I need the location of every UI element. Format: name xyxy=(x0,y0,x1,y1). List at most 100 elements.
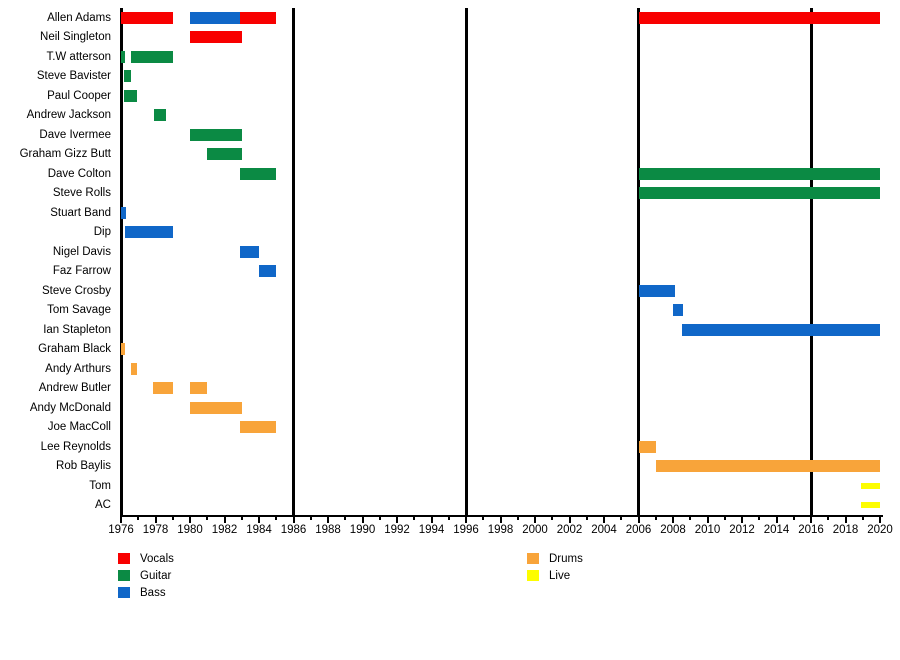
timeline-bar xyxy=(153,109,166,122)
x-minor-tick xyxy=(378,517,381,520)
legend-label-drums: Drums xyxy=(549,553,583,565)
x-tick-label: 1990 xyxy=(349,524,376,536)
x-tick-label: 1986 xyxy=(280,524,307,536)
x-major-tick xyxy=(879,517,881,523)
member-label: Andrew Jackson xyxy=(26,109,111,122)
timeline-bar xyxy=(240,11,277,24)
member-label: Nigel Davis xyxy=(52,245,111,258)
timeline-bar xyxy=(207,148,242,161)
x-tick-label: 2018 xyxy=(832,524,859,536)
x-tick-label: 2000 xyxy=(522,524,548,536)
member-label: AC xyxy=(95,499,111,512)
x-minor-tick xyxy=(551,517,554,520)
x-major-tick xyxy=(637,517,640,523)
timeline-bar xyxy=(190,128,242,141)
member-label: Rob Baylis xyxy=(56,460,111,473)
x-minor-tick xyxy=(792,517,795,520)
timeline-bar xyxy=(240,245,259,258)
x-major-tick xyxy=(361,517,364,523)
legend-label-vocals: Vocals xyxy=(140,553,174,565)
timeline-bar xyxy=(681,323,880,336)
x-major-tick xyxy=(223,517,226,523)
member-label: Paul Cooper xyxy=(47,89,111,102)
legend-label-bass: Bass xyxy=(140,587,166,599)
timeline-bar xyxy=(131,50,173,63)
member-label: Andy Arthurs xyxy=(45,362,111,375)
x-major-tick xyxy=(430,517,433,523)
x-minor-tick xyxy=(861,517,864,520)
member-label: Allen Adams xyxy=(47,11,111,24)
x-tick-label: 1988 xyxy=(315,524,341,536)
x-major-tick xyxy=(154,517,157,523)
timeline-bar xyxy=(655,460,880,473)
x-tick-label: 1980 xyxy=(177,524,203,536)
x-tick-label: 1982 xyxy=(211,524,238,536)
legend-swatch-live xyxy=(527,570,539,581)
member-label: Graham Black xyxy=(38,343,111,356)
timeline-bar xyxy=(638,440,656,453)
x-tick-label: 1978 xyxy=(142,524,169,536)
timeline-bar xyxy=(861,502,880,509)
x-major-tick xyxy=(120,517,122,523)
timeline-bar xyxy=(240,167,277,180)
legend-swatch-drums xyxy=(527,553,539,564)
timeline-bar xyxy=(190,31,242,44)
x-minor-tick xyxy=(447,517,450,520)
x-tick-label: 1994 xyxy=(418,524,445,536)
x-major-tick xyxy=(534,517,536,523)
x-minor-tick xyxy=(482,517,485,520)
timeline-bar xyxy=(259,265,277,278)
timeline-bar xyxy=(861,482,880,489)
x-major-tick xyxy=(465,517,467,523)
member-label: Neil Singleton xyxy=(40,31,111,44)
timeline-bar xyxy=(121,11,173,24)
x-tick-label: 2014 xyxy=(763,524,790,536)
x-minor-tick xyxy=(585,517,588,520)
member-label: Lee Reynolds xyxy=(40,440,111,453)
x-tick-label: 2008 xyxy=(660,524,686,536)
x-minor-tick xyxy=(413,517,416,520)
x-major-tick xyxy=(327,517,329,523)
x-minor-tick xyxy=(240,517,243,520)
x-minor-tick xyxy=(516,517,519,520)
timeline-bar xyxy=(152,382,173,395)
member-label: Andrew Butler xyxy=(38,382,111,395)
x-tick-label: 2006 xyxy=(625,524,652,536)
member-label: Dave Colton xyxy=(47,167,111,180)
member-label: Graham Gizz Butt xyxy=(19,148,111,161)
x-minor-tick xyxy=(654,517,657,520)
member-label: Steve Rolls xyxy=(52,187,111,200)
legend-swatch-vocals xyxy=(118,553,130,564)
timeline-bar xyxy=(240,421,277,434)
legend-swatch-guitar xyxy=(118,570,130,581)
member-label: Dip xyxy=(93,226,111,239)
x-tick-label: 1996 xyxy=(453,524,479,536)
timeline-bar xyxy=(121,206,127,219)
timeline-bar xyxy=(190,401,242,414)
event-marker-line xyxy=(464,8,468,515)
x-tick-label: 2002 xyxy=(556,524,583,536)
x-major-tick xyxy=(292,517,295,523)
x-minor-tick xyxy=(137,517,140,520)
timeline-bar xyxy=(121,343,126,356)
x-major-tick xyxy=(396,517,398,523)
timeline-bar xyxy=(638,11,880,24)
x-major-tick xyxy=(189,517,191,523)
timeline-bar xyxy=(190,382,208,395)
x-minor-tick xyxy=(620,517,623,520)
member-label: Stuart Band xyxy=(50,206,111,219)
member-label: Dave Ivermee xyxy=(39,128,111,141)
member-label: Andy McDonald xyxy=(29,401,111,414)
timeline-bar xyxy=(638,187,880,200)
timeline-bar xyxy=(638,167,880,180)
x-major-tick xyxy=(810,517,812,523)
event-marker-line xyxy=(637,8,640,515)
event-marker-line xyxy=(809,8,813,515)
x-major-tick xyxy=(706,517,709,523)
x-tick-label: 1998 xyxy=(487,524,514,536)
event-marker-line xyxy=(292,8,295,515)
x-tick-label: 2012 xyxy=(729,524,755,536)
timeline-bar xyxy=(673,304,684,317)
x-major-tick xyxy=(775,517,778,523)
